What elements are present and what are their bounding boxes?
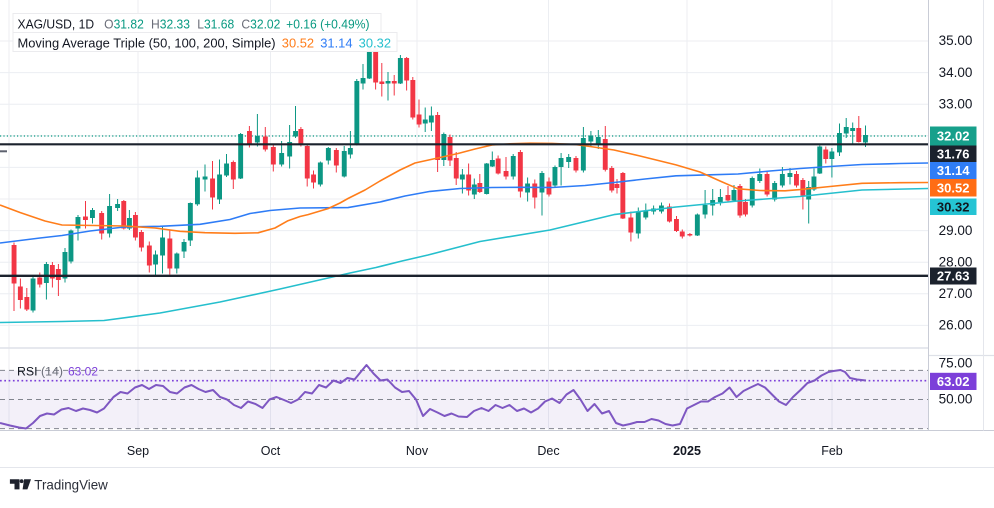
svg-text:30.52: 30.52 bbox=[937, 180, 970, 195]
svg-text:XAG/USD, 1D O31.82 H32.33 L31.: XAG/USD, 1D O31.82 H32.33 L31.68 C32.02 +… bbox=[18, 18, 370, 32]
svg-text:63.02: 63.02 bbox=[68, 367, 98, 379]
svg-text:75.00: 75.00 bbox=[939, 355, 973, 370]
svg-text:28.00: 28.00 bbox=[939, 254, 973, 269]
svg-text:27.63: 27.63 bbox=[937, 269, 970, 284]
svg-text:30.32: 30.32 bbox=[937, 199, 970, 214]
svg-text:Nov: Nov bbox=[406, 444, 429, 458]
svg-text:Feb: Feb bbox=[821, 444, 843, 458]
svg-text:Moving Average Triple (50, 100: Moving Average Triple (50, 100, 200, Sim… bbox=[18, 37, 392, 51]
svg-text:34.00: 34.00 bbox=[939, 65, 973, 80]
svg-text:63.02: 63.02 bbox=[937, 374, 970, 389]
svg-text:Oct: Oct bbox=[261, 444, 281, 458]
svg-text:RSI (14): RSI (14) bbox=[17, 367, 63, 379]
svg-text:2025: 2025 bbox=[673, 444, 701, 458]
svg-text:29.00: 29.00 bbox=[939, 223, 973, 238]
svg-text:27.00: 27.00 bbox=[939, 286, 973, 301]
svg-text:31.76: 31.76 bbox=[937, 146, 970, 161]
svg-text:TradingView: TradingView bbox=[34, 477, 108, 493]
svg-text:50.00: 50.00 bbox=[939, 392, 973, 407]
svg-text:33.00: 33.00 bbox=[939, 96, 973, 111]
svg-text:Sep: Sep bbox=[127, 444, 149, 458]
svg-text:26.00: 26.00 bbox=[939, 318, 973, 333]
svg-text:31.14: 31.14 bbox=[937, 163, 970, 178]
svg-text:32.02: 32.02 bbox=[937, 129, 970, 144]
svg-text:35.00: 35.00 bbox=[939, 33, 973, 48]
svg-text:Dec: Dec bbox=[537, 444, 559, 458]
